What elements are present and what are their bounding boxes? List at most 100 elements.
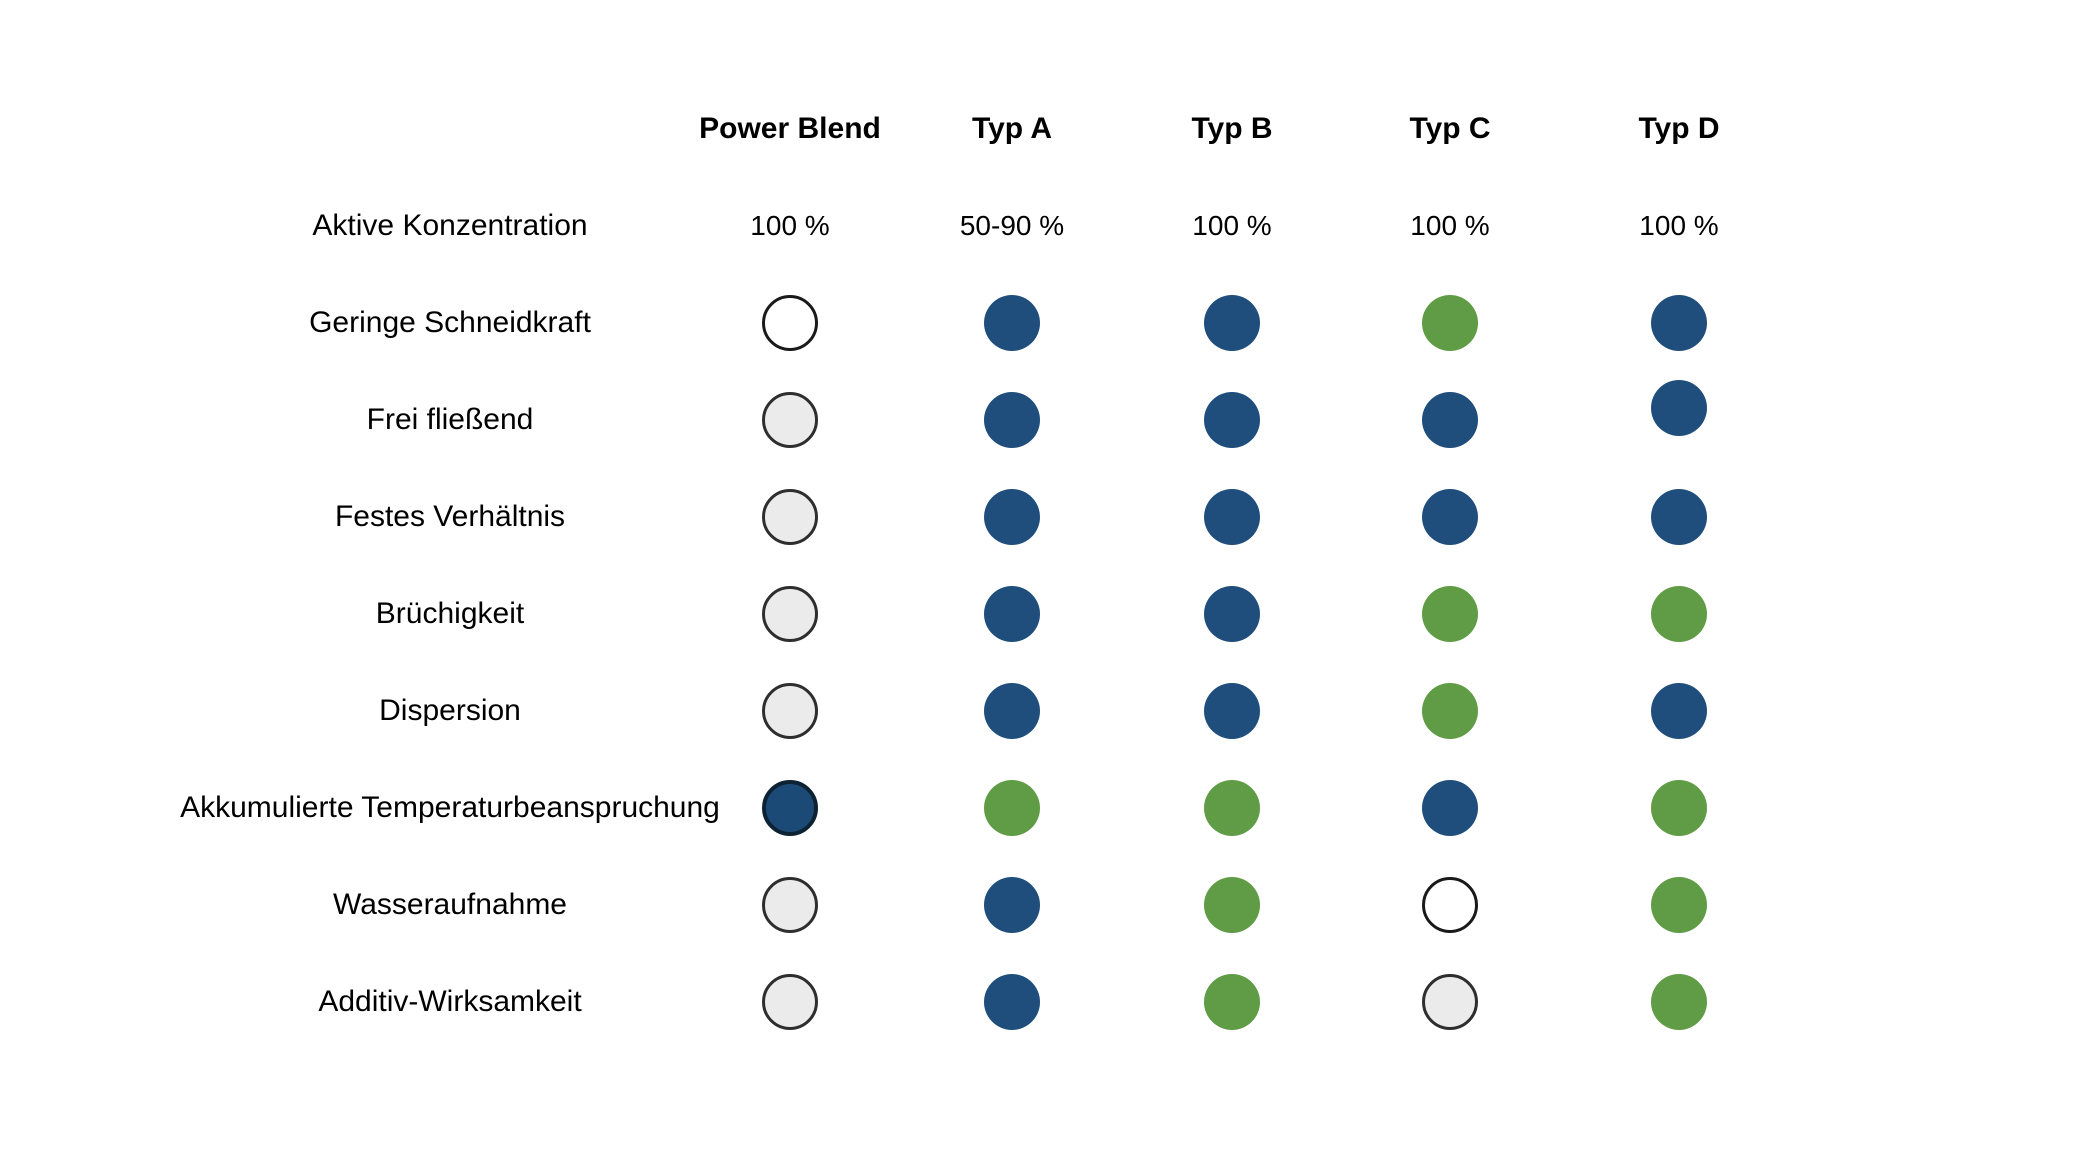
table-cell xyxy=(690,274,890,371)
table-cell xyxy=(690,856,890,953)
table-cell xyxy=(1350,371,1550,468)
table-cell xyxy=(1350,565,1550,662)
table-cell xyxy=(1350,468,1550,565)
table-cell xyxy=(1579,274,1779,371)
table-row-aktive-konzentration: Aktive Konzentration 100 % 50-90 % 100 %… xyxy=(0,177,2084,274)
table-cell xyxy=(912,856,1112,953)
row-label: Additiv-Wirksamkeit xyxy=(318,984,582,1018)
column-header-typ-b: Typ B xyxy=(1191,111,1273,145)
row-label: Frei fließend xyxy=(366,402,534,436)
table-cell xyxy=(1350,953,1550,1050)
column-header-power-blend: Power Blend xyxy=(699,111,881,145)
row-label: Festes Verhältnis xyxy=(334,499,566,533)
rating-dot xyxy=(1651,585,1707,642)
rating-dot xyxy=(1422,585,1478,642)
rating-dot xyxy=(1422,876,1478,933)
table-cell xyxy=(1579,953,1779,1050)
rating-dot xyxy=(1422,488,1478,545)
table-cell xyxy=(912,662,1112,759)
table-cell xyxy=(1579,565,1779,662)
rating-dot xyxy=(1422,294,1478,351)
rating-dot xyxy=(762,391,818,448)
rating-dot xyxy=(1651,779,1707,836)
table-cell xyxy=(690,371,890,468)
table-cell xyxy=(1350,274,1550,371)
row-label: Brüchigkeit xyxy=(375,596,525,630)
table-cell xyxy=(912,953,1112,1050)
concentration-value: 50-90 % xyxy=(959,209,1065,241)
rating-dot xyxy=(1204,779,1260,836)
concentration-value: 100 % xyxy=(1410,209,1490,241)
table-cell xyxy=(1350,759,1550,856)
table-cell xyxy=(1132,856,1332,953)
rating-dot xyxy=(984,585,1040,642)
rating-dot xyxy=(1651,379,1707,436)
table-cell xyxy=(1579,468,1779,565)
rating-dot xyxy=(1204,876,1260,933)
rating-dot xyxy=(1204,585,1260,642)
rating-dot xyxy=(1422,779,1478,836)
rating-dot xyxy=(1651,682,1707,739)
table-cell xyxy=(1132,662,1332,759)
rating-dot xyxy=(762,779,818,836)
rating-dot xyxy=(762,294,818,351)
table-cell xyxy=(690,468,890,565)
table-cell xyxy=(912,274,1112,371)
rating-dot xyxy=(762,876,818,933)
row-label: Geringe Schneidkraft xyxy=(309,305,591,339)
table-cell xyxy=(1132,953,1332,1050)
rating-dot xyxy=(984,973,1040,1030)
row-label: Akkumulierte Temperaturbeanspruchung xyxy=(180,790,720,824)
rating-dot xyxy=(984,488,1040,545)
table-cell xyxy=(1579,662,1779,759)
table-cell xyxy=(912,759,1112,856)
table-cell xyxy=(690,759,890,856)
rating-dot xyxy=(1422,682,1478,739)
table-cell xyxy=(1132,371,1332,468)
table-cell xyxy=(1579,856,1779,953)
table-cell xyxy=(1132,565,1332,662)
rating-dot xyxy=(762,488,818,545)
rating-dot xyxy=(1651,876,1707,933)
rating-dot xyxy=(1204,294,1260,351)
table-cell xyxy=(912,468,1112,565)
table-cell xyxy=(690,662,890,759)
table-row-additiv-wirksamkeit: Additiv-Wirksamkeit xyxy=(0,953,2084,1050)
table-cell xyxy=(690,953,890,1050)
column-header-typ-d: Typ D xyxy=(1638,111,1720,145)
rating-dot xyxy=(1204,682,1260,739)
concentration-value: 100 % xyxy=(750,209,830,241)
table-cell xyxy=(1579,759,1779,856)
table-cell xyxy=(912,565,1112,662)
table-cell xyxy=(1132,759,1332,856)
rating-dot xyxy=(1204,973,1260,1030)
table-cell xyxy=(912,371,1112,468)
table-row-geringe-schneidkraft: Geringe Schneidkraft xyxy=(0,274,2084,371)
table-cell xyxy=(1350,856,1550,953)
column-header-typ-c: Typ C xyxy=(1409,111,1491,145)
concentration-value: 100 % xyxy=(1192,209,1272,241)
concentration-value: 100 % xyxy=(1639,209,1719,241)
rating-dot xyxy=(1422,973,1478,1030)
table-row-akkumulierte-temperaturbeanspruchung: Akkumulierte Temperaturbeanspruchung xyxy=(0,759,2084,856)
table-row-dispersion: Dispersion xyxy=(0,662,2084,759)
row-label: Aktive Konzentration xyxy=(312,208,588,242)
rating-dot xyxy=(984,391,1040,448)
row-label: Wasseraufnahme xyxy=(333,887,567,921)
rating-dot xyxy=(1651,488,1707,545)
column-header-typ-a: Typ A xyxy=(972,111,1052,145)
table-row-wasseraufnahme: Wasseraufnahme xyxy=(0,856,2084,953)
rating-dot xyxy=(984,876,1040,933)
table-cell xyxy=(1132,468,1332,565)
rating-dot xyxy=(1651,294,1707,351)
header-row: Power Blend Typ A Typ B Typ C Typ D xyxy=(0,80,2084,177)
rating-dot xyxy=(762,973,818,1030)
rating-dot xyxy=(762,682,818,739)
table-row-bruechigkeit: Brüchigkeit xyxy=(0,565,2084,662)
rating-dot xyxy=(1204,488,1260,545)
rating-dot xyxy=(984,294,1040,351)
rating-dot xyxy=(984,779,1040,836)
rating-dot xyxy=(762,585,818,642)
table-row-festes-verhaeltnis: Festes Verhältnis xyxy=(0,468,2084,565)
